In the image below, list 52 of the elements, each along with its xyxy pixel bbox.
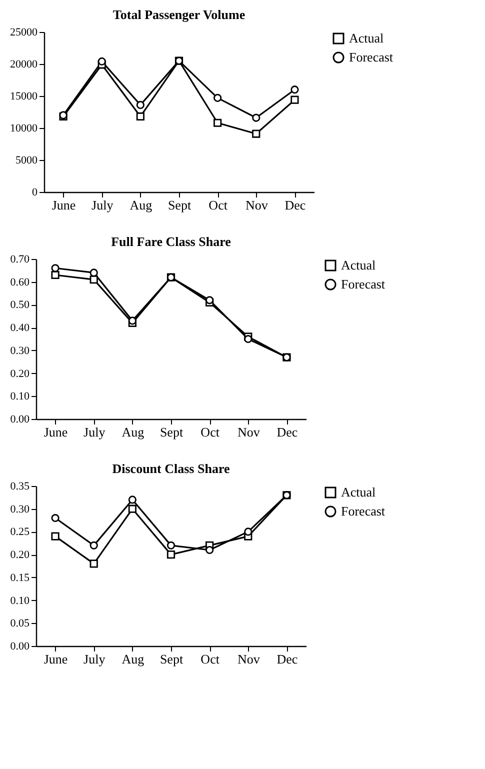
y-tick-label: 0.00 xyxy=(10,414,30,426)
y-tick-label: 0.30 xyxy=(10,503,30,516)
y-tick-label: 0.15 xyxy=(10,572,30,584)
y-tick-label: 0.05 xyxy=(10,618,30,630)
x-tick-label: Aug xyxy=(122,652,145,666)
y-tick-label: 0.40 xyxy=(10,322,30,334)
y-tick-label: 0.60 xyxy=(10,276,30,288)
y-tick-label: 0.35 xyxy=(10,480,30,492)
legend-label: Actual xyxy=(341,484,376,500)
y-tick-label: 25000 xyxy=(10,26,38,38)
x-tick-label: Dec xyxy=(284,198,306,212)
x-tick-label: Sept xyxy=(168,198,192,212)
y-tick-label: 0.20 xyxy=(10,368,30,380)
x-tick-label: June xyxy=(44,652,68,666)
x-tick-label: Nov xyxy=(237,652,260,666)
x-tick-label: Oct xyxy=(208,198,228,212)
chart-title: Full Fare Class Share xyxy=(111,234,232,249)
x-tick-label: June xyxy=(44,424,68,440)
y-tick-label: 0.25 xyxy=(10,526,30,538)
x-tick-label: July xyxy=(92,198,114,212)
x-tick-label: Aug xyxy=(130,198,153,212)
x-tick-label: Nov xyxy=(245,198,268,212)
legend-label: Forecast xyxy=(341,276,386,292)
y-tick-label: 0 xyxy=(32,186,38,198)
x-tick-label: Oct xyxy=(200,652,220,666)
x-tick-label: July xyxy=(84,652,106,666)
y-tick-label: 10000 xyxy=(10,122,38,134)
x-tick-label: July xyxy=(84,424,106,440)
legend-label: Forecast xyxy=(341,504,386,518)
x-tick-label: Oct xyxy=(200,424,220,440)
y-tick-label: 0.10 xyxy=(10,390,30,403)
x-tick-label: June xyxy=(52,198,76,212)
y-tick-label: 0.50 xyxy=(10,299,30,312)
y-tick-label: 20000 xyxy=(10,58,38,70)
legend-label: Actual xyxy=(349,30,384,46)
x-tick-label: Nov xyxy=(237,424,260,440)
legend-label: Actual xyxy=(341,258,376,272)
x-tick-label: Aug xyxy=(122,424,145,440)
chart-title: Total Passenger Volume xyxy=(112,7,246,22)
x-tick-label: Sept xyxy=(160,652,184,666)
y-tick-label: 0.00 xyxy=(10,640,30,652)
y-tick-label: 15000 xyxy=(10,90,38,102)
x-tick-label: Sept xyxy=(160,424,184,440)
x-tick-label: Dec xyxy=(276,652,298,666)
y-tick-label: 5000 xyxy=(16,154,38,166)
chart-title: Discount Class Share xyxy=(112,461,230,476)
x-tick-label: Dec xyxy=(276,424,298,440)
y-tick-label: 0.30 xyxy=(10,344,30,357)
y-tick-label: 0.20 xyxy=(10,549,30,562)
legend-label: Forecast xyxy=(349,50,394,64)
y-tick-label: 0.70 xyxy=(10,254,30,266)
y-tick-label: 0.10 xyxy=(10,594,30,607)
